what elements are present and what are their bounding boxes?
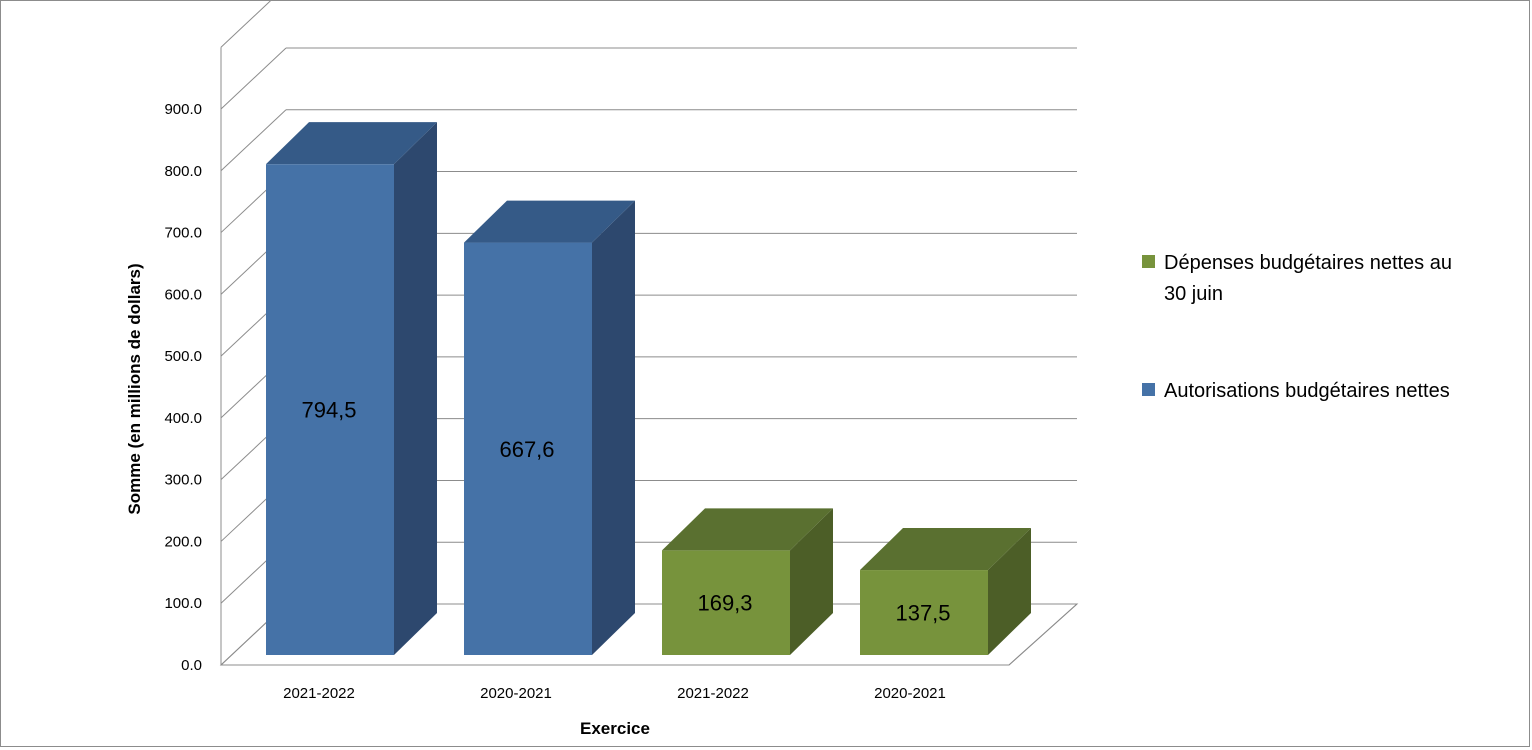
- y-axis-ticks: 0.0 100.0 200.0 300.0 400.0 500.0 600.0 700.0 80…: [164, 101, 202, 674]
- bar-side: [592, 200, 635, 656]
- bar-front: [662, 550, 790, 655]
- bar-data-label: 667,6: [499, 437, 554, 462]
- y-tick-label: 0.0: [181, 657, 202, 674]
- bar-side: [790, 508, 833, 655]
- data-labels: 794,5 667,6 169,3 137,5: [301, 398, 950, 626]
- legend: Dépenses budgétaires nettes au 30 juin Aut…: [1142, 252, 1452, 402]
- bar-front: [266, 164, 394, 656]
- legend-swatch: [1142, 255, 1155, 268]
- bar-top: [662, 508, 833, 551]
- legend-swatch: [1142, 383, 1155, 396]
- x-category-label: 2021-2022: [677, 685, 749, 702]
- bar-top: [464, 200, 635, 243]
- x-axis-title: Exercice: [580, 719, 650, 738]
- floor-right-edge: [1008, 603, 1078, 666]
- bar-data-label: 137,5: [895, 601, 950, 626]
- y-tick-label: 900.0: [164, 101, 202, 118]
- legend-entry-label: Dépenses budgétaires nettes au: [1164, 252, 1452, 274]
- x-category-label: 2021-2022: [283, 685, 355, 702]
- y-tick-label: 400.0: [164, 410, 202, 427]
- legend-entry-label: Autorisations budgétaires nettes: [1164, 380, 1450, 402]
- y-tick-label: 800.0: [164, 163, 202, 180]
- bar-side: [988, 528, 1031, 655]
- side-wall-gridline: [220, 47, 287, 110]
- bar-data-label: 794,5: [301, 398, 356, 423]
- x-category-label: 2020-2021: [480, 685, 552, 702]
- bar-side: [394, 122, 437, 656]
- x-category-label: 2020-2021: [874, 685, 946, 702]
- bars: [266, 122, 1031, 656]
- legend-entry-label: 30 juin: [1164, 283, 1223, 305]
- y-tick-label: 300.0: [164, 472, 202, 489]
- y-tick-label: 600.0: [164, 286, 202, 303]
- y-axis-title: Somme (en millions de dollars): [125, 263, 144, 514]
- bar-front: [860, 570, 988, 655]
- side-wall-gridline: [220, 109, 287, 172]
- y-tick-label: 500.0: [164, 348, 202, 365]
- y-tick-label: 700.0: [164, 225, 202, 242]
- bar-top: [860, 528, 1031, 571]
- bar-top: [266, 122, 437, 165]
- y-tick-label: 100.0: [164, 595, 202, 612]
- bar-data-label: 169,3: [697, 591, 752, 616]
- x-axis-categories: 2021-2022 2020-2021 2021-2022 2020-2021: [283, 685, 946, 702]
- bar-front: [464, 242, 592, 656]
- side-wall-top-edge: [220, 1, 271, 48]
- y-tick-label: 200.0: [164, 533, 202, 550]
